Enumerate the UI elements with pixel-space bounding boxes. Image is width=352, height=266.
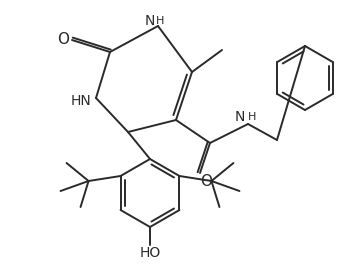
Text: H: H bbox=[156, 16, 164, 26]
Text: H: H bbox=[248, 112, 256, 122]
Text: O: O bbox=[200, 173, 212, 189]
Text: HO: HO bbox=[139, 246, 161, 260]
Text: N: N bbox=[235, 110, 245, 124]
Text: O: O bbox=[57, 32, 69, 48]
Text: N: N bbox=[145, 14, 155, 28]
Text: HN: HN bbox=[71, 94, 92, 108]
